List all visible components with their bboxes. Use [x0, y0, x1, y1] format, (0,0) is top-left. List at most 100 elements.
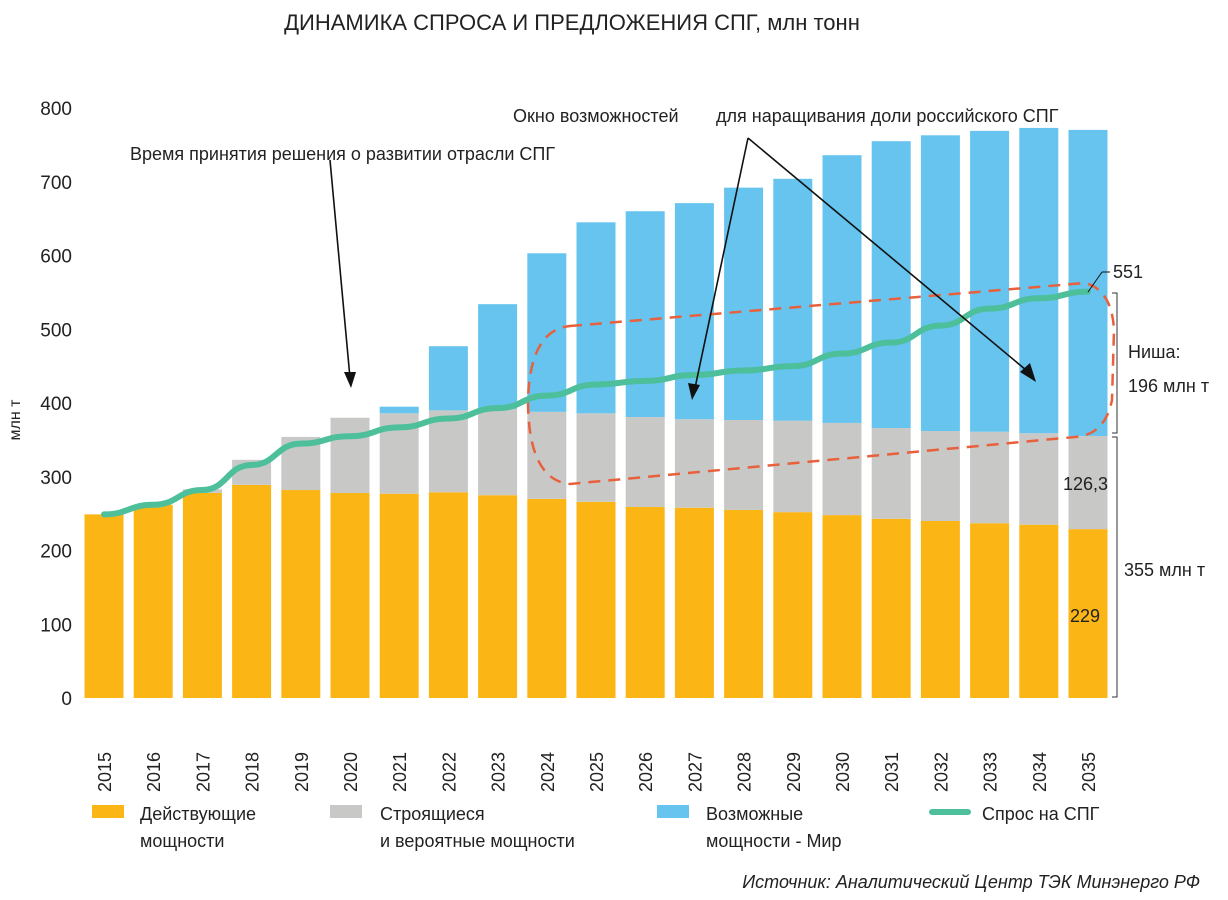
decision-time-label: Время принятия решения о развитии отрасл…	[130, 144, 555, 164]
legend-label-operating-1: Действующие	[140, 804, 256, 824]
supply-bracket	[1112, 436, 1118, 698]
y-tick-label: 300	[40, 468, 72, 489]
x-tick-label: 2017	[193, 752, 213, 792]
niche-label-2: 196 млн т	[1128, 376, 1209, 396]
bar-segment-2	[625, 211, 665, 418]
x-tick-label: 2019	[292, 752, 312, 792]
bar-segment-2	[970, 130, 1010, 432]
bar-segment-1	[576, 413, 616, 502]
supply-total-label: 355 млн т	[1124, 560, 1205, 580]
bar-segment-2	[773, 178, 813, 421]
bar-segment-0	[674, 507, 714, 698]
bar-segment-0	[133, 504, 173, 698]
x-tick-label: 2015	[95, 752, 115, 792]
y-tick-label: 700	[40, 173, 72, 194]
y-tick-label: 100	[40, 615, 72, 636]
niche-bracket	[1112, 292, 1118, 434]
x-tick-label: 2032	[931, 752, 951, 792]
decision-arrow-head	[344, 372, 356, 388]
x-tick-label: 2035	[1079, 752, 1099, 792]
x-tick-label: 2023	[489, 752, 509, 792]
bar-segment-0	[920, 521, 960, 698]
window-label-part2: для наращивания доли российского СПГ	[716, 106, 1059, 126]
chart-title: ДИНАМИКА СПРОСА И ПРЕДЛОЖЕНИЯ СПГ, млн т…	[284, 10, 860, 35]
bar-segment-1	[625, 417, 665, 507]
x-tick-label: 2029	[784, 752, 804, 792]
window-label-part1: Окно возможностей	[513, 106, 679, 126]
bar-segment-1	[478, 408, 518, 496]
bar-segment-2	[527, 253, 567, 412]
legend-label-possible-2: мощности - Мир	[706, 831, 842, 851]
bar-segment-1	[1019, 433, 1059, 525]
x-tick-label: 2016	[144, 752, 164, 792]
x-tick-label: 2025	[587, 752, 607, 792]
bar-segment-0	[182, 492, 222, 698]
bar-segment-1	[773, 420, 813, 513]
bar-segment-1	[871, 428, 911, 519]
x-tick-label: 2024	[538, 752, 558, 792]
x-tick-label: 2026	[636, 752, 656, 792]
bar-segment-2	[428, 346, 468, 411]
bar-segment-0	[822, 515, 862, 698]
x-tick-label: 2030	[833, 752, 853, 792]
x-tick-label: 2021	[390, 752, 410, 792]
x-tick-label: 2034	[1030, 752, 1050, 792]
bar-segment-0	[281, 490, 321, 698]
bar-segment-1	[674, 419, 714, 508]
legend-swatch-construction	[330, 805, 362, 818]
bar-segment-0	[871, 518, 911, 698]
bar-segment-0	[379, 493, 419, 698]
demand-callout-line	[1087, 271, 1103, 293]
bar-segment-0	[625, 506, 665, 698]
y-tick-label: 600	[40, 247, 72, 268]
window-arrow-right	[747, 137, 1027, 371]
y-tick-label: 400	[40, 394, 72, 415]
niche-label-1: Ниша:	[1128, 342, 1181, 362]
y-tick-label: 800	[40, 99, 72, 120]
legend-label-construction-2: и вероятные мощности	[380, 831, 575, 851]
legend-label-demand: Спрос на СПГ	[982, 804, 1100, 824]
legend-swatch-possible	[657, 805, 689, 818]
bar-segment-0	[576, 501, 616, 698]
bar-segment-2	[822, 155, 862, 423]
legend-swatch-operating	[92, 805, 124, 818]
window-arrow-right-head	[1020, 363, 1036, 382]
bar-segment-2	[920, 135, 960, 432]
bar-segment-2	[1019, 127, 1059, 434]
legend-label-construction-1: Строящиеся	[380, 804, 485, 824]
x-tick-label: 2020	[341, 752, 361, 792]
y-tick-label: 200	[40, 542, 72, 563]
legend-label-operating-2: мощности	[140, 831, 224, 851]
y-axis-label: млн т	[7, 399, 24, 441]
bar-segment-0	[330, 492, 370, 698]
bar-segment-1	[330, 417, 370, 493]
bar-segment-0	[773, 512, 813, 698]
bar-segment-1	[1068, 435, 1108, 530]
x-tick-label: 2033	[981, 752, 1001, 792]
x-tick-label: 2027	[685, 752, 705, 792]
window-arrow-left-head	[688, 383, 700, 400]
bar-segment-0	[1019, 524, 1059, 698]
x-tick-label: 2028	[735, 752, 755, 792]
bar-segment-1	[724, 419, 764, 510]
bar-segment-0	[428, 492, 468, 698]
x-tick-label: 2022	[439, 752, 459, 792]
bar-segment-2	[379, 406, 419, 414]
bar-segment-2	[674, 203, 714, 420]
bar-segment-0	[1068, 529, 1108, 698]
source-note: Источник: Аналитический Центр ТЭК Минэне…	[742, 872, 1200, 892]
bar-segment-0	[724, 509, 764, 698]
bar-segment-2	[871, 141, 911, 429]
bar-segment-2	[478, 304, 518, 409]
bar-segment-0	[232, 484, 272, 698]
bar-segment-0	[478, 495, 518, 698]
y-tick-label: 500	[40, 320, 72, 341]
y-tick-label: 0	[61, 689, 72, 710]
bar-segment-1	[527, 411, 567, 499]
bar-segment-0	[970, 523, 1010, 698]
demand-2035-label: 551	[1113, 262, 1143, 282]
bar-segment-2	[724, 187, 764, 420]
decision-arrow	[329, 159, 351, 379]
bar-segment-0	[527, 498, 567, 698]
